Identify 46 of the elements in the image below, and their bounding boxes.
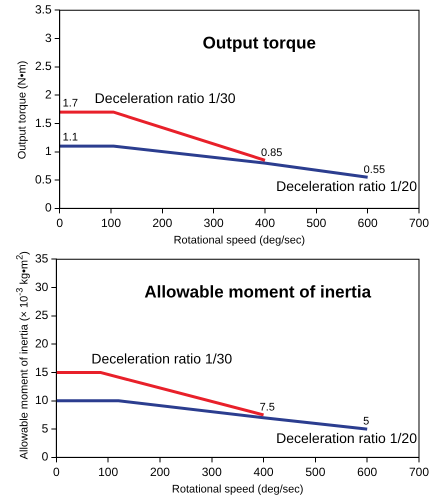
x-axis-title: Rotational speed (deg/sec) (174, 234, 306, 246)
x-tick-label: 0 (56, 216, 64, 230)
x-tick-label: 700 (408, 464, 430, 479)
data-label: 0.55 (364, 164, 386, 176)
y-tick-label: 2.5 (34, 59, 52, 74)
y-tick-label: 1.5 (34, 116, 52, 130)
series-label: Deceleration ratio 1/20 (276, 430, 418, 446)
y-axis-title: Output torque (N•m) (16, 60, 28, 160)
y-tick-label: 0 (44, 200, 52, 215)
x-tick-label: 400 (254, 216, 276, 230)
x-tick-label: 600 (358, 216, 378, 230)
x-tick-label: 100 (98, 464, 118, 479)
y-tick-label: 3.5 (34, 2, 52, 17)
series-label: Deceleration ratio 1/30 (91, 350, 232, 366)
y-tick-label: 3 (44, 30, 52, 45)
text: Allowable moment of inertia (144, 282, 372, 302)
data-label: 0.85 (261, 146, 282, 159)
y-tick-label: 35 (34, 252, 49, 266)
series-label: Deceleration ratio 1/20 (276, 178, 418, 194)
y-tick-label: 25 (34, 308, 49, 322)
y-tick-label: 20 (34, 336, 49, 350)
y-tick-label: 0 (42, 450, 49, 464)
x-tick-label: 200 (152, 216, 173, 230)
y-tick-label: 1 (44, 144, 52, 158)
data-label: 7.5 (260, 401, 275, 414)
y-tick-label: 0.5 (34, 172, 52, 186)
x-tick-label: 200 (150, 464, 170, 479)
y-tick-label: 15 (34, 364, 49, 379)
x-tick-label: 400 (254, 464, 274, 479)
y-tick-label: 30 (34, 280, 49, 294)
x-axis-title: Rotational speed (deg/sec) (172, 483, 304, 496)
y-tick-label: 10 (34, 393, 49, 408)
data-label: 1.1 (62, 132, 78, 144)
x-tick-label: 600 (357, 464, 378, 479)
x-tick-label: 700 (408, 216, 430, 230)
data-label: 1.7 (62, 98, 78, 110)
text: Output torque (202, 34, 316, 53)
x-tick-label: 500 (306, 216, 327, 230)
x-tick-label: 100 (100, 216, 122, 230)
y-tick-label: 2 (44, 87, 52, 102)
x-tick-label: 500 (305, 464, 326, 479)
series-label: Deceleration ratio 1/30 (94, 90, 236, 106)
data-label: 5 (363, 416, 370, 428)
y-tick-label: 5 (42, 421, 49, 436)
x-tick-label: 300 (202, 464, 222, 479)
x-tick-label: 300 (204, 216, 224, 230)
